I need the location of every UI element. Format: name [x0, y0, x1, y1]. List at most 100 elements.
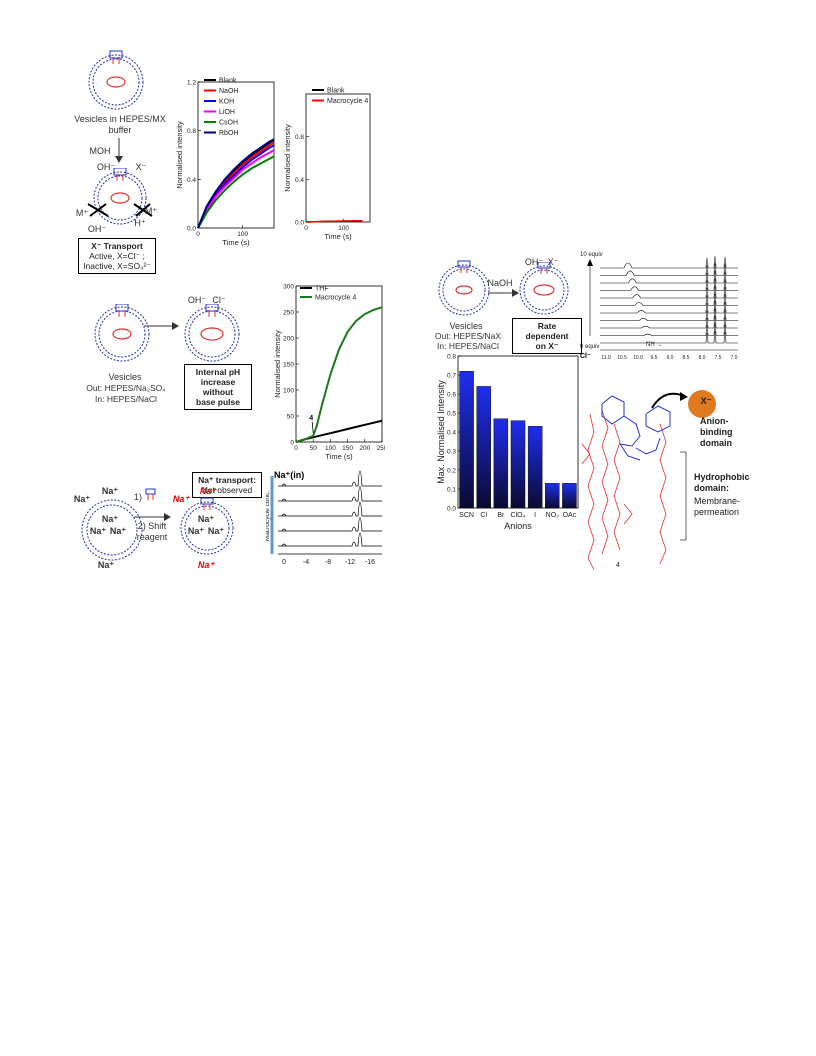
y-tick-label: 0.6 — [447, 392, 456, 399]
vesicle-b-left — [94, 304, 150, 362]
oh-label: OH⁻ — [96, 162, 116, 172]
series-line-koh — [197, 144, 275, 229]
na-out-bottom: Na⁺ — [97, 560, 115, 570]
y-tick-label: 0.1 — [447, 487, 456, 494]
y-tick-label: 100 — [283, 388, 294, 395]
series-line-csoh — [197, 155, 275, 229]
x-label-d: X⁻ — [547, 257, 559, 267]
nmr-bottom-label: 0 equiv — [580, 344, 599, 350]
category-label: Br — [497, 512, 505, 519]
legend-label: Macrocycle 4 — [315, 295, 356, 302]
h-label: H⁺ — [134, 218, 146, 228]
y-tick-label: 0.4 — [295, 177, 304, 184]
bar-oac — [562, 483, 577, 509]
x-tick-label: 100 — [325, 445, 336, 452]
vesicle-b-right — [184, 304, 240, 362]
spectrum-trace — [278, 532, 382, 547]
na-spectrum: Macrocycle conc. Na⁺(in) 0 -4 -8 -12 -16 — [266, 470, 382, 566]
nmr-tick-label: 9.0 — [667, 355, 674, 361]
x-tick-label: 150 — [342, 445, 353, 452]
x-axis-label: Anions — [504, 521, 532, 531]
right-arrow-d-icon — [488, 289, 519, 297]
nmr-top-label: 10 equiv — [580, 252, 603, 258]
y-axis-label: Max. Normalised Intensity — [436, 380, 446, 484]
series-line-macrocycle-4 — [295, 306, 383, 443]
step2-label: 2) Shift — [137, 521, 167, 531]
y-tick-label: 0.2 — [447, 468, 456, 475]
nmr-trace — [600, 300, 738, 314]
chart-thf-macrocycle: 0 50 100 150 200 250 300 0 50 100 150 200 250 Time (s… — [273, 284, 385, 462]
y-tick-label: 0.0 — [447, 506, 456, 513]
x-transport-active: Active, X=Cl⁻ ; — [89, 251, 145, 261]
y-tick-label: 0.4 — [187, 177, 196, 184]
na-in-c2-top: Na⁺ — [197, 514, 215, 524]
nmr-trace — [600, 323, 738, 336]
nmr-arrow-head — [587, 259, 593, 266]
spectrum-trace — [278, 486, 382, 502]
y-tick-label: 0.8 — [187, 128, 196, 135]
na-out-top: Na⁺ — [101, 486, 119, 496]
m-left-label: M⁺ — [75, 208, 89, 218]
vesicles-label: Vesicles in HEPES/MX buffer — [74, 114, 166, 135]
step2b-label: reagent — [136, 532, 168, 542]
rate-dependent-box: Rate dependent on X⁻ — [512, 318, 582, 354]
vesicle-d-left — [438, 260, 490, 316]
vesicles-label-b: Vesicles — [108, 372, 142, 382]
vesicle-c-right — [180, 497, 234, 555]
x-transport-title: X⁻ Transport — [91, 241, 143, 251]
vesicles-label-d: Vesicles — [449, 321, 483, 331]
spectrum-tick-label: -8 — [325, 559, 331, 566]
y-axis-label: Normalised intensity — [273, 330, 282, 398]
legend-label: Macrocycle 4 — [327, 98, 368, 105]
category-label: NO₂ — [546, 512, 560, 519]
na-in-left: Na⁺ — [89, 526, 107, 536]
na-red-bottom: Na⁺ — [197, 560, 215, 570]
spectrum-small-peak — [281, 528, 287, 532]
in-label-b: In: HEPES/NaCl — [95, 394, 157, 404]
oh-label-d: OH⁻ — [524, 257, 544, 267]
oh-bottom-label: OH⁻ — [87, 224, 107, 234]
na-in-right: Na⁺ — [109, 526, 127, 536]
spectrum-y-label: Macrocycle conc. — [266, 491, 271, 541]
nmr-tick-label: 11.0 — [601, 355, 611, 361]
category-label: OAc — [563, 512, 577, 519]
internal-ph-line3: base pulse — [196, 397, 240, 407]
spectrum-small-peak — [281, 513, 287, 517]
nmr-titration-spectrum: 10 equiv 0 equiv Cl⁻ NH → 11.0 10.5 10.0 9.5 9.0… — [580, 252, 738, 361]
x-tick-label: 100 — [237, 231, 248, 238]
y-tick-label: 0.7 — [447, 373, 456, 380]
x-label: X⁻ — [135, 162, 147, 172]
x-tick-label: 200 — [359, 445, 370, 452]
bar-no₂ — [545, 483, 560, 509]
na-in-c2-left: Na⁺ — [187, 526, 205, 536]
spectrum-tick-label: -16 — [365, 559, 375, 566]
moh-label: MOH — [89, 146, 111, 156]
anion-bar-chart: 0.0 0.1 0.2 0.3 0.4 0.5 0.6 0.7 0.8 SCN Cl Br ClO₄ I N… — [436, 354, 579, 531]
y-axis-label: Normalised intensity — [175, 121, 184, 189]
legend-label: CsOH — [219, 120, 238, 127]
right-arrow-c-icon — [134, 513, 171, 521]
category-label: ClO₄ — [511, 512, 526, 519]
oh-label-b: OH⁻ — [187, 295, 207, 305]
out-label-d: Out: HEPES/NaX — [434, 331, 502, 341]
compound-number: 4 — [616, 562, 620, 569]
bar-cl — [476, 386, 491, 509]
bar-clo₄ — [510, 420, 526, 509]
nmr-trace — [600, 263, 738, 276]
series-line-rboh — [197, 138, 275, 229]
y-tick-label: 200 — [283, 336, 294, 343]
y-tick-label: 250 — [283, 310, 294, 317]
y-tick-label: 0.5 — [447, 411, 456, 418]
nmr-tick-label: 8.5 — [683, 355, 690, 361]
x-tick-label: 0 — [294, 445, 298, 452]
vesicle-d-right — [519, 262, 569, 315]
anion-x-label: X⁻ — [700, 396, 712, 406]
in-label-d: In: HEPES/NaCl — [437, 341, 499, 351]
category-label: Cl — [480, 512, 487, 519]
vesicle-a-bottom — [87, 168, 153, 225]
y-tick-label: 0.4 — [447, 430, 456, 437]
plot-frame — [197, 81, 275, 229]
y-tick-label: 0.3 — [447, 449, 456, 456]
bar-br — [493, 418, 509, 509]
